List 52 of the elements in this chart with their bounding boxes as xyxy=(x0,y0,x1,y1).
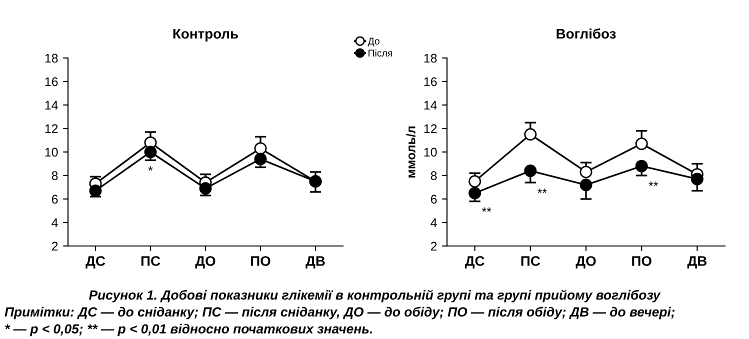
point xyxy=(524,128,537,141)
point xyxy=(254,152,267,166)
y-tick-label: 16 xyxy=(424,77,437,86)
point xyxy=(144,146,157,158)
annotation: * xyxy=(148,166,153,171)
legend-label: До xyxy=(368,38,380,46)
x-tick-label: ПС xyxy=(521,256,540,266)
point xyxy=(635,160,648,172)
x-tick-label: ДО xyxy=(195,256,216,269)
x-tick-label: ПО xyxy=(632,256,652,266)
annotation: ** xyxy=(482,207,492,212)
text: Рисунок 1. Добові показники глікемії в контрольній групі та групі прийому воглібозу xyxy=(88,290,661,302)
y-tick-label: 8 xyxy=(52,171,58,180)
y-tick-label: 12 xyxy=(424,124,437,134)
chart-title: Воглібоз xyxy=(556,28,616,39)
y-tick-label: 16 xyxy=(45,77,58,86)
y-tick-label: 4 xyxy=(52,218,58,228)
text: * — p < 0,05; ** — p < 0,01 відносно початкових значень. xyxy=(5,324,372,336)
y-tick-label: 18 xyxy=(45,54,58,63)
point xyxy=(254,142,267,155)
point xyxy=(524,164,537,178)
x-tick-label: ДВ xyxy=(306,256,325,269)
x-tick-label: ДВ xyxy=(687,256,707,269)
point xyxy=(690,172,704,186)
chart-title: Контроль xyxy=(173,29,238,42)
y-tick-label: 4 xyxy=(430,218,437,228)
x-tick-label: ДС xyxy=(464,256,484,269)
x-tick-label: ПС xyxy=(141,256,160,266)
point xyxy=(580,166,592,178)
y-tick-label: 2 xyxy=(52,242,58,251)
y-tick-label: 12 xyxy=(45,124,58,134)
x-tick-label: ПО xyxy=(251,256,270,266)
x-tick-label: ДО xyxy=(576,256,596,269)
y-axis-title: ммоль/л xyxy=(406,126,416,178)
x-tick-label: ДС xyxy=(86,256,106,269)
legend-label: Після xyxy=(368,49,392,57)
text: Примітки: ДС — до сніданку; ПС — після сніданку, ДО — до обіду; ПО — після обіду; ДВ — до вечері; xyxy=(4,306,675,320)
y-tick-label: 8 xyxy=(430,171,437,180)
annotation: ** xyxy=(648,182,658,186)
y-tick-label: 14 xyxy=(424,100,437,110)
point xyxy=(89,184,102,198)
point xyxy=(635,138,648,150)
y-tick-label: 10 xyxy=(45,148,58,157)
point xyxy=(199,182,212,195)
y-tick-label: 18 xyxy=(424,54,437,63)
point xyxy=(580,178,592,192)
y-tick-label: 6 xyxy=(52,194,58,204)
y-tick-label: 14 xyxy=(45,100,58,110)
annotation: ** xyxy=(538,188,547,193)
y-tick-label: 10 xyxy=(424,148,437,157)
y-tick-label: 2 xyxy=(430,242,437,251)
y-tick-label: 6 xyxy=(430,194,437,204)
